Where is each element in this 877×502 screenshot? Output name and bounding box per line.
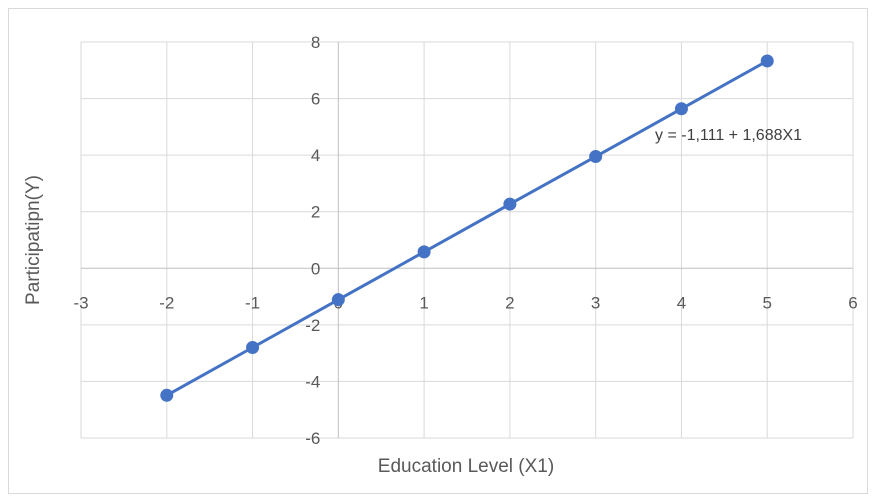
axes — [81, 42, 853, 438]
y-tick-label: -4 — [305, 372, 320, 391]
data-point — [589, 150, 603, 164]
x-tick-label: 1 — [419, 293, 428, 312]
x-tick-label: 4 — [677, 293, 686, 312]
grid-lines — [80, 41, 854, 439]
y-tick-labels: 8 6 4 2 0 -2 -4 -6 — [305, 33, 320, 448]
y-tick-label: 2 — [311, 203, 320, 222]
x-tick-label: 2 — [505, 293, 514, 312]
x-tick-label: 5 — [762, 293, 771, 312]
x-tick-label: -1 — [245, 293, 260, 312]
y-tick-label: 8 — [311, 33, 320, 52]
regression-equation-label: y = -1,111 + 1,688X1 — [655, 127, 802, 144]
data-point — [503, 197, 517, 211]
x-tick-label: -2 — [159, 293, 174, 312]
data-point — [417, 245, 431, 259]
data-point — [160, 388, 174, 402]
series-layer — [160, 54, 774, 402]
data-point — [331, 293, 345, 307]
data-point — [760, 54, 774, 68]
x-tick-label: 3 — [591, 293, 600, 312]
y-axis-title: Participatipn(Y) — [23, 175, 44, 305]
y-tick-label: 6 — [311, 90, 320, 109]
y-tick-label: 4 — [311, 146, 320, 165]
data-point — [246, 340, 260, 354]
series-line — [166, 59, 768, 397]
chart-frame — [8, 8, 868, 494]
y-tick-label: 0 — [311, 259, 320, 278]
y-tick-label: -2 — [305, 316, 320, 335]
x-tick-label: 6 — [848, 293, 857, 312]
x-tick-label: -3 — [73, 293, 88, 312]
data-point — [674, 102, 688, 116]
y-tick-label: -6 — [305, 429, 320, 448]
x-axis-title: Education Level (X1) — [378, 456, 554, 477]
x-tick-labels: -3-2-10123456 — [73, 293, 857, 312]
